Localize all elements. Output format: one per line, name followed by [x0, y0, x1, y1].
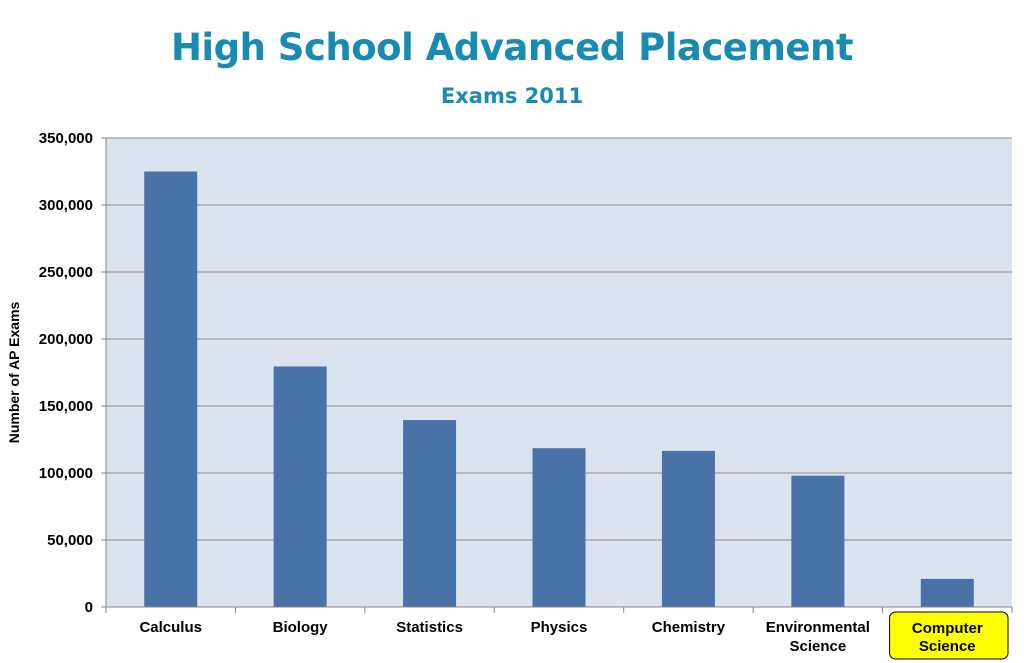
y-axis-label: Number of AP Exams [6, 301, 22, 443]
highlight-box [889, 611, 1009, 660]
y-tick-label: 250,000 [39, 264, 93, 281]
x-category-label-line: Physics [531, 619, 588, 636]
x-category-label-line: Environmental [766, 619, 870, 636]
x-category-label: Chemistry [652, 619, 726, 636]
x-category-label-line: Calculus [139, 619, 202, 636]
x-category-label: Environmental Science [766, 619, 870, 655]
bar [920, 578, 974, 607]
x-category-label: Biology [273, 619, 329, 636]
chart-subtitle: Exams 2011 [440, 84, 584, 108]
chart-title: High School Advanced Placement [170, 26, 854, 69]
x-category-label: Statistics [396, 619, 463, 636]
y-tick-label: 0 [85, 599, 93, 616]
y-tick-label: 50,000 [47, 532, 93, 549]
bar [661, 450, 715, 607]
x-category-label-line: Statistics [396, 619, 463, 636]
x-category-labels: Calculus Biology Statistics Physics Chemistr… [139, 611, 1009, 660]
bar [403, 420, 457, 607]
x-category-label-line: Science [789, 638, 846, 655]
y-tick-label: 300,000 [39, 197, 93, 214]
y-tick-label: 350,000 [39, 130, 93, 147]
bar [791, 475, 845, 607]
gridlines [106, 137, 1012, 541]
x-category-label-line: Science [919, 638, 976, 655]
y-tick-labels: 0 50,000 100,000 150,000 200,000 250,000 300,0… [39, 130, 93, 616]
bar [144, 171, 198, 607]
y-tick-label: 200,000 [39, 331, 93, 348]
bar [532, 448, 586, 607]
bar [273, 366, 327, 607]
x-category-label-line: Biology [273, 619, 329, 636]
x-category-label-line: Chemistry [652, 619, 726, 636]
y-tick-label: 150,000 [39, 398, 93, 415]
x-category-label: Physics [531, 619, 588, 636]
bars [144, 171, 974, 607]
y-tick-label: 100,000 [39, 465, 93, 482]
axes [101, 137, 1013, 613]
x-category-label-line: Computer [912, 620, 983, 637]
x-category-label: Calculus [139, 619, 202, 636]
